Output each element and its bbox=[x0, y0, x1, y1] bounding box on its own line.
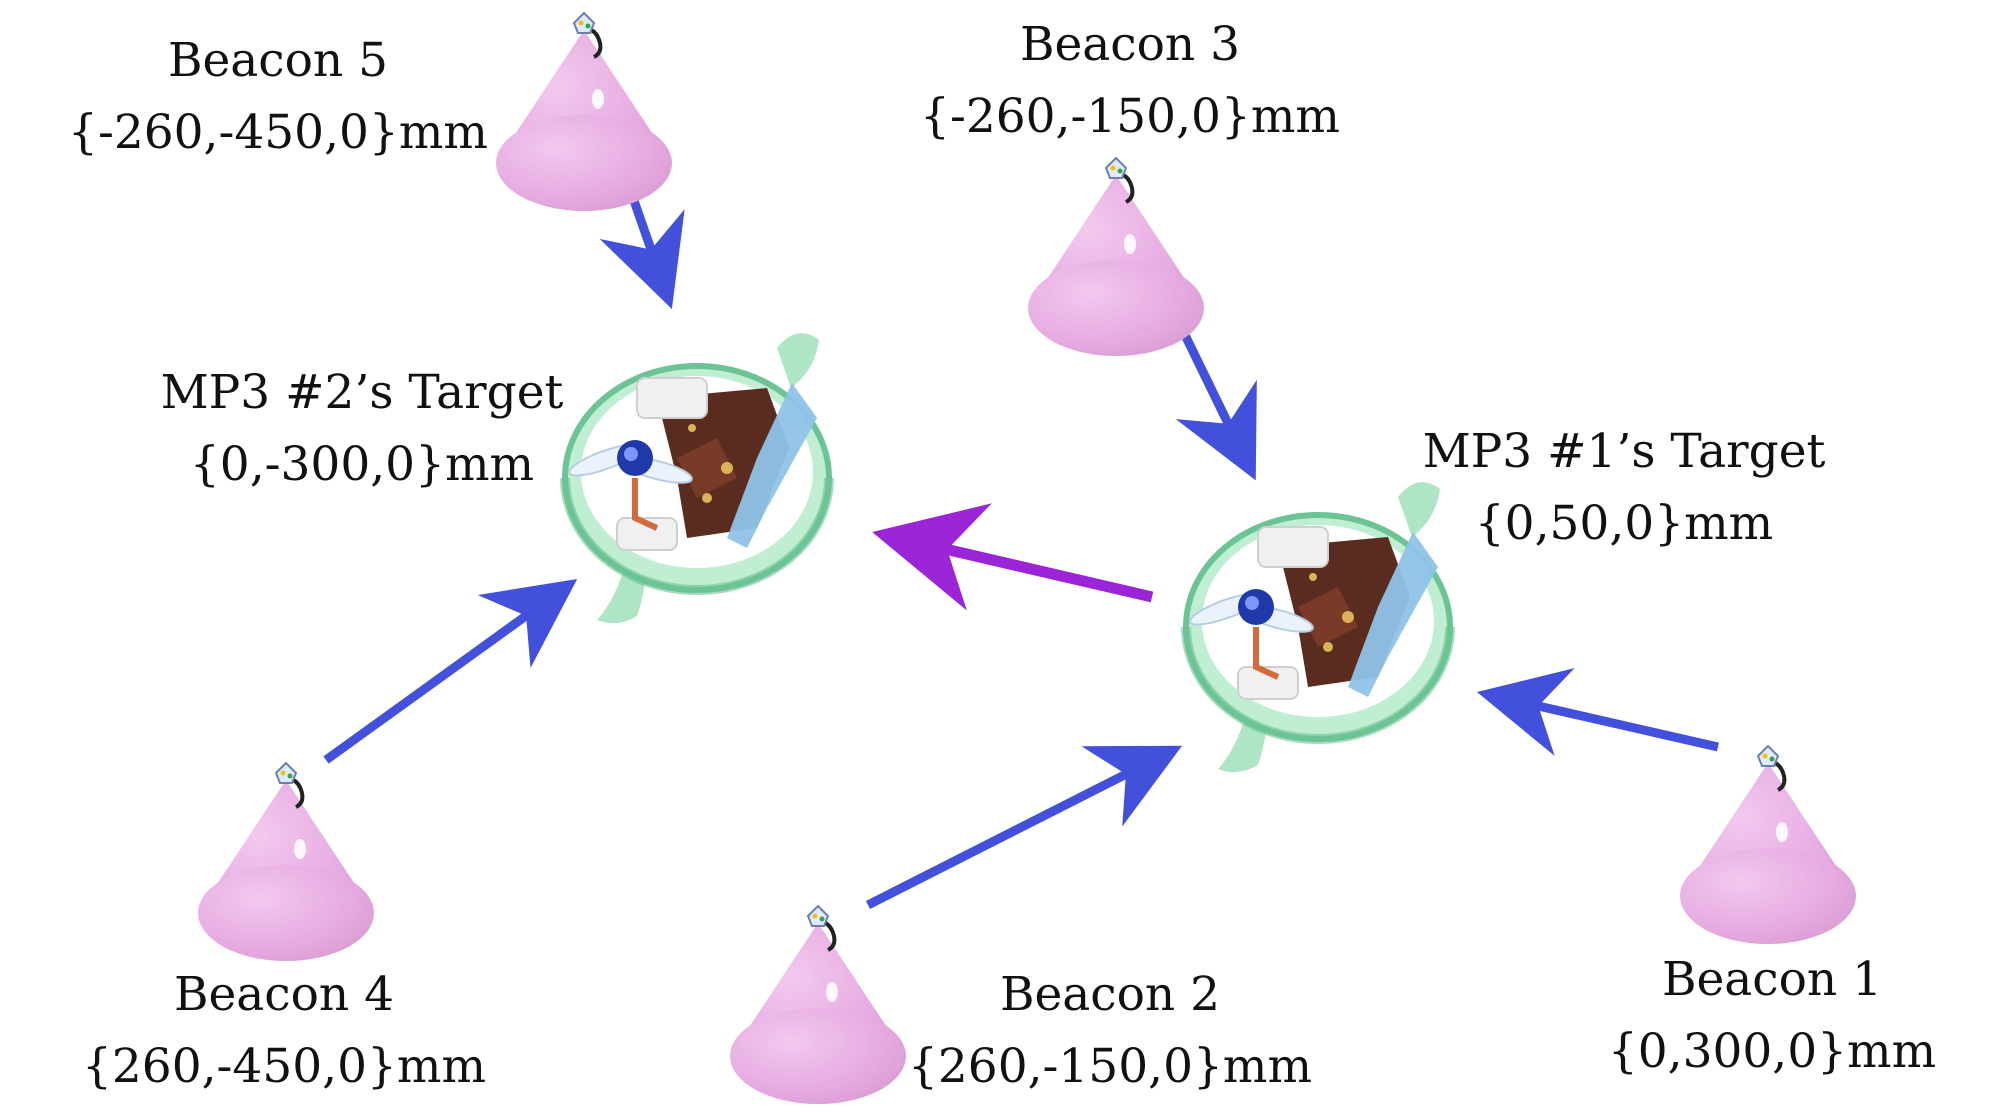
beacon-5-label: Beacon 5 {-260,-450,0}mm bbox=[68, 33, 488, 160]
target-2-name: MP3 #2’s Target bbox=[161, 365, 564, 420]
beacon-3-label: Beacon 3 {-260,-150,0}mm bbox=[920, 17, 1340, 144]
beacon-5-name: Beacon 5 bbox=[168, 33, 388, 88]
beacon-4-cone bbox=[196, 761, 376, 963]
arrow-beacon1-to-target1 bbox=[1476, 668, 1720, 756]
arrow-beacon4-to-target2 bbox=[323, 578, 578, 764]
target-1-name: MP3 #1’s Target bbox=[1423, 424, 1826, 479]
beacon-1-name: Beacon 1 bbox=[1662, 952, 1882, 1007]
beacon-3-cone bbox=[1026, 156, 1206, 358]
beacon-3-coords: {-260,-150,0}mm bbox=[920, 89, 1340, 144]
drone-target-1 bbox=[1186, 482, 1450, 772]
arrow-target1-to-target2 bbox=[872, 503, 1154, 611]
beacon-2-coords: {260,-150,0}mm bbox=[908, 1039, 1312, 1094]
beacon-4-name: Beacon 4 bbox=[174, 967, 394, 1022]
beacon-4-coords: {260,-450,0}mm bbox=[82, 1039, 486, 1094]
beacon-2-label: Beacon 2 {260,-150,0}mm bbox=[908, 967, 1312, 1094]
target-2-coords: {0,-300,0}mm bbox=[190, 437, 534, 492]
target-1-label: MP3 #1’s Target {0,50,0}mm bbox=[1423, 424, 1826, 551]
beacon-1-label: Beacon 1 {0,300,0}mm bbox=[1608, 952, 1936, 1079]
beacon-3-name: Beacon 3 bbox=[1020, 17, 1240, 72]
drone-target-2 bbox=[565, 333, 829, 623]
target-1-coords: {0,50,0}mm bbox=[1475, 496, 1773, 551]
beacon-4-label: Beacon 4 {260,-450,0}mm bbox=[82, 967, 486, 1094]
target-2-label: MP3 #2’s Target {0,-300,0}mm bbox=[161, 365, 564, 492]
beacon-5-coords: {-260,-450,0}mm bbox=[68, 105, 488, 160]
beacon-1-cone bbox=[1678, 744, 1858, 946]
arrow-beacon2-to-target1 bbox=[865, 745, 1183, 910]
beacon-1-coords: {0,300,0}mm bbox=[1608, 1024, 1936, 1079]
beacon-2-name: Beacon 2 bbox=[1000, 967, 1220, 1022]
beacon-5-cone bbox=[494, 11, 674, 214]
beacon-2-cone bbox=[728, 904, 908, 1106]
